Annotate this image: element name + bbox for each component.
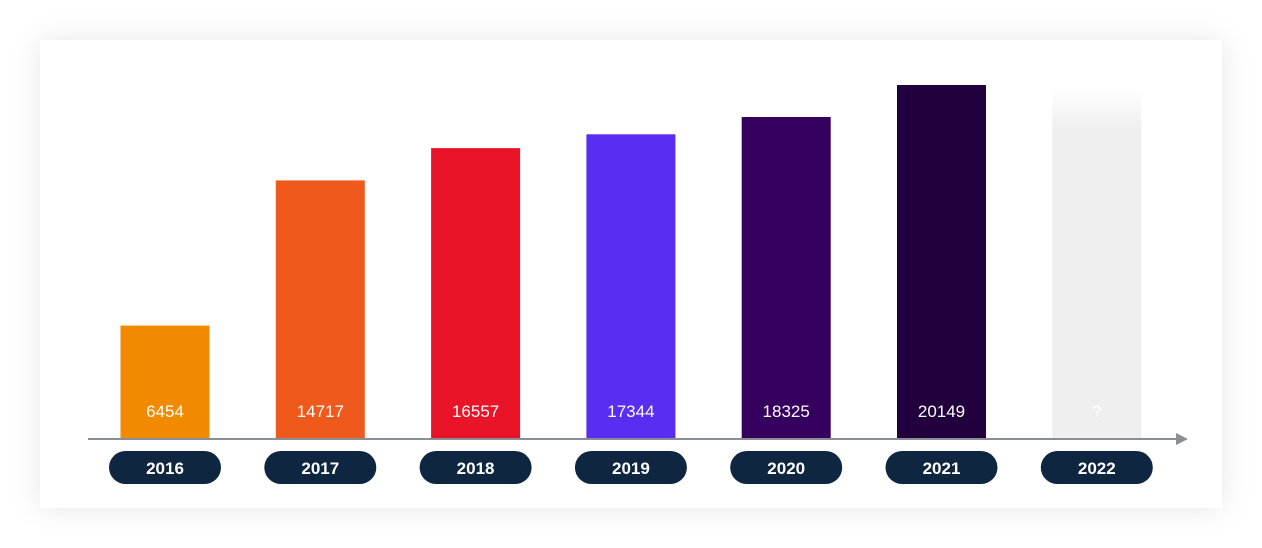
year-pill-2020 <box>730 451 843 484</box>
year-pill-2021 <box>885 451 998 484</box>
data-label-2021: 20149 <box>918 402 965 421</box>
x-axis-arrow-icon <box>1176 433 1188 445</box>
bar-2019 <box>586 134 676 440</box>
x-tick-label-2020: 2020 <box>767 459 805 478</box>
data-label-2019: 17344 <box>607 402 654 421</box>
year-pill-2017 <box>264 451 377 484</box>
x-tick-label-2018: 2018 <box>457 459 495 478</box>
x-tick-labels: 2016 2017 2018 2019 2020 2021 2022 <box>109 451 1153 484</box>
x-tick-label-2016: 2016 <box>146 459 184 478</box>
x-tick-label-2019: 2019 <box>612 459 650 478</box>
data-label-2022: ? <box>1092 402 1101 421</box>
bar-2016 <box>120 325 210 439</box>
bar-2018 <box>431 148 521 439</box>
year-pill-2018 <box>419 451 532 484</box>
year-pill-2019 <box>574 451 687 484</box>
bar-fade-2022 <box>1052 88 1142 439</box>
year-pill-2022 <box>1040 451 1153 484</box>
bar-2021 <box>897 85 986 439</box>
data-label-2016: 6454 <box>146 402 184 421</box>
x-tick-label-2021: 2021 <box>923 459 961 478</box>
data-label-2018: 16557 <box>452 402 499 421</box>
bars-group: 6454 14717 16557 17344 18325 20149? <box>120 85 1142 440</box>
year-pill-2016 <box>109 451 221 484</box>
x-tick-label-2022: 2022 <box>1078 459 1116 478</box>
bar-2017 <box>275 180 365 439</box>
data-label-2017: 14717 <box>297 402 344 421</box>
x-tick-label-2017: 2017 <box>301 459 339 478</box>
x-axis <box>88 433 1188 445</box>
bar-2020 <box>741 117 831 439</box>
data-label-2020: 18325 <box>763 402 810 421</box>
